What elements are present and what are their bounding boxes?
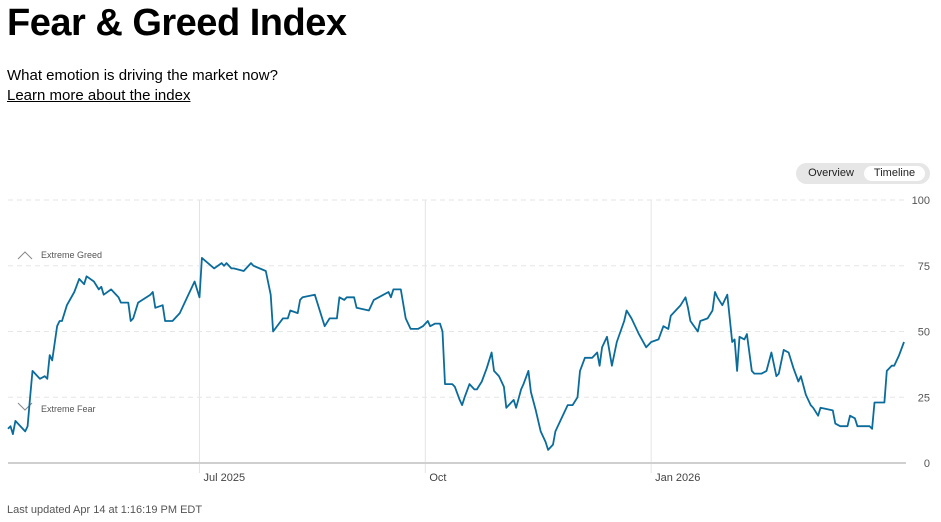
x-tick-label: Jul 2025	[203, 472, 245, 484]
view-toggle: Overview Timeline	[796, 163, 930, 184]
fear-greed-chart: Jul 2025 Oct Jan 2026 0 25 50 75 100 Extreme Gre…	[7, 195, 930, 484]
subtitle: What emotion is driving the market now?	[7, 67, 278, 84]
chevron-up-icon	[17, 251, 33, 260]
y-tick-label: 25	[918, 392, 930, 404]
x-tick-label: Oct	[429, 472, 446, 484]
tab-overview[interactable]: Overview	[808, 167, 854, 179]
y-tick-label: 75	[918, 261, 930, 273]
y-tick-label: 0	[924, 458, 930, 470]
x-tick-label: Jan 2026	[655, 472, 700, 484]
last-updated: Last updated Apr 14 at 1:16:19 PM EDT	[7, 504, 203, 516]
extreme-fear-label: Extreme Fear	[41, 404, 96, 414]
learn-more-link[interactable]: Learn more about the index	[7, 87, 191, 104]
page-title: Fear & Greed Index	[7, 2, 347, 44]
extreme-greed-label: Extreme Greed	[41, 250, 102, 260]
index-series-line	[7, 257, 905, 451]
y-tick-label: 50	[918, 327, 930, 339]
tab-timeline[interactable]: Timeline	[864, 166, 925, 181]
y-tick-label: 100	[912, 195, 930, 207]
